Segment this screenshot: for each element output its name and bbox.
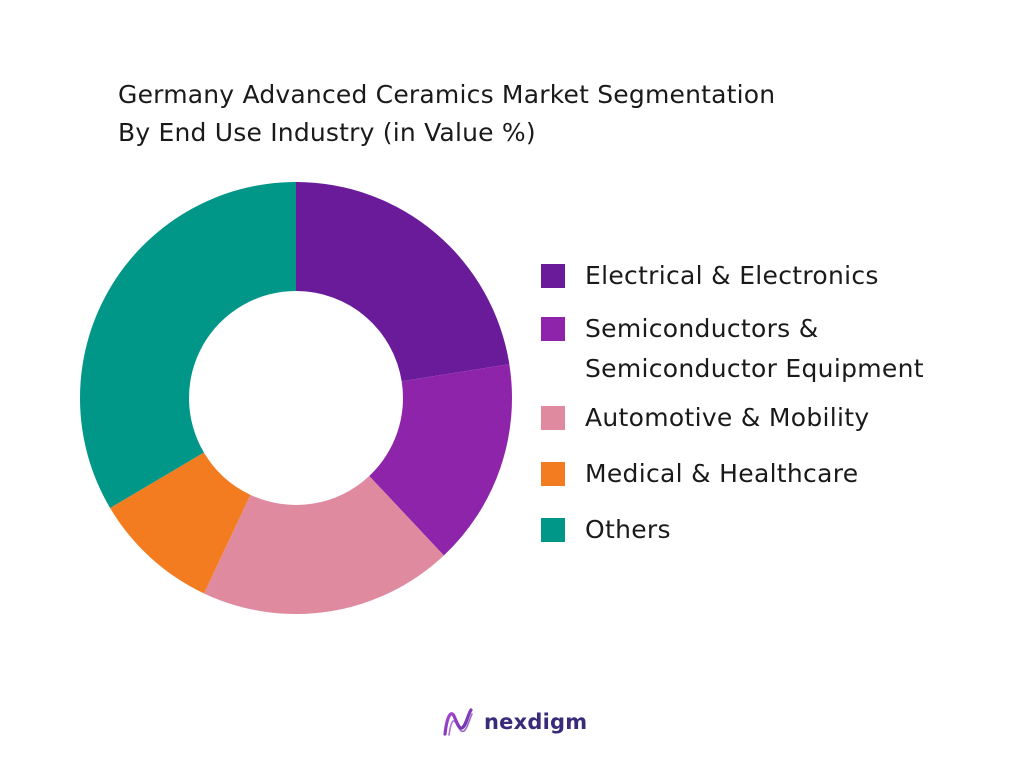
donut-slice-electrical-electronics (296, 182, 510, 382)
chart-title-line-2: By End Use Industry (in Value %) (118, 118, 536, 147)
legend-swatch-medical-healthcare (541, 462, 565, 486)
chart-title-line-1: Germany Advanced Ceramics Market Segment… (118, 80, 776, 109)
legend-label-others: Others (585, 515, 671, 544)
chart-title: Germany Advanced Ceramics Market Segment… (118, 76, 978, 152)
legend-item-semiconductors: Semiconductors & Semiconductor Equipment (541, 313, 924, 389)
legend-label-semiconductors: Semiconductors & Semiconductor Equipment (585, 314, 924, 383)
legend-item-electrical-electronics: Electrical & Electronics (541, 260, 879, 296)
donut-slice-semiconductors-semiconductor-equipment (369, 364, 512, 556)
legend-label-automotive-mobility: Automotive & Mobility (585, 403, 870, 432)
brand-footer: nexdigm (440, 704, 587, 740)
legend-swatch-automotive-mobility (541, 406, 565, 430)
donut-slice-medical-healthcare (110, 452, 251, 594)
brand-name: nexdigm (484, 710, 588, 734)
donut-chart (80, 182, 512, 614)
legend-swatch-semiconductors (541, 317, 565, 341)
legend-label-electrical-electronics: Electrical & Electronics (585, 261, 879, 290)
legend-item-automotive-mobility: Automotive & Mobility (541, 402, 869, 438)
donut-slice-others (80, 182, 296, 508)
legend-swatch-others (541, 518, 565, 542)
legend-item-others: Others (541, 514, 671, 550)
legend-item-medical-healthcare: Medical & Healthcare (541, 458, 858, 494)
nexdigm-logo-icon (443, 708, 473, 736)
donut-slice-automotive-mobility (204, 475, 444, 614)
legend-swatch-electrical-electronics (541, 264, 565, 288)
legend-label-medical-healthcare: Medical & Healthcare (585, 459, 859, 488)
